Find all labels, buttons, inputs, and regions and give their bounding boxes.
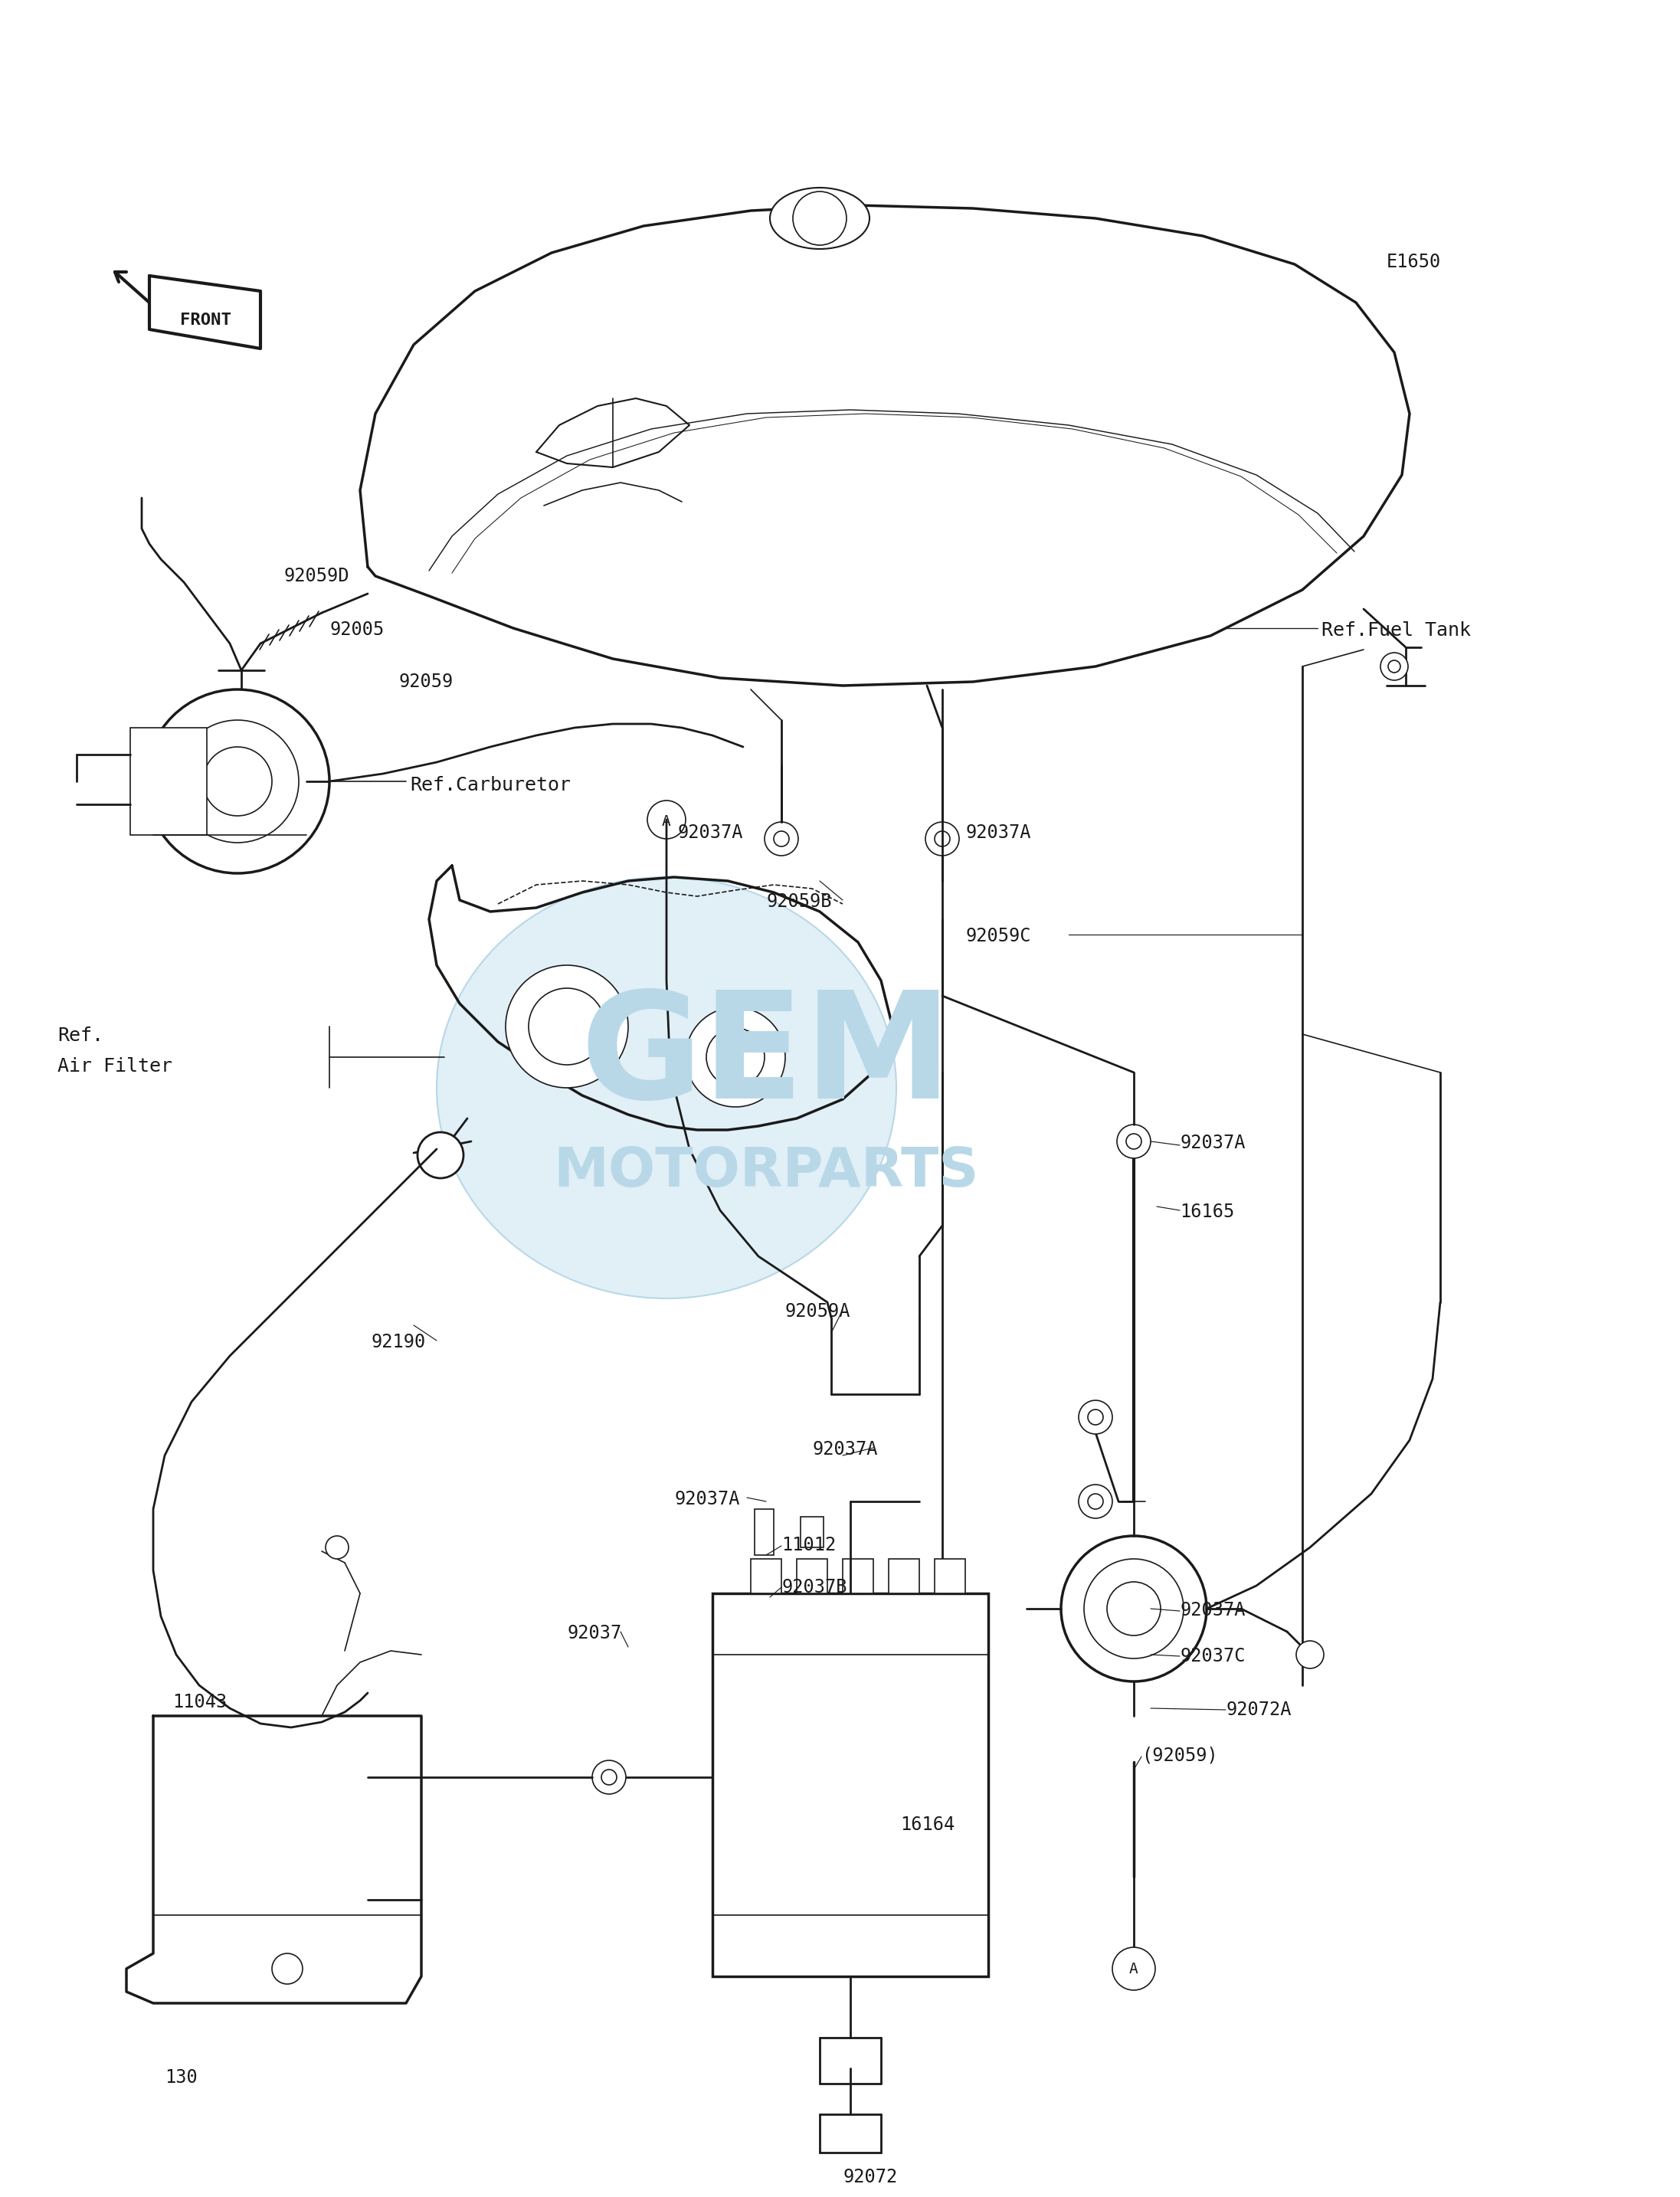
Text: 11012: 11012 [781, 1536, 837, 1553]
Text: 92059C: 92059C [966, 927, 1032, 945]
Circle shape [1112, 1947, 1156, 1990]
Circle shape [685, 1008, 785, 1107]
Text: 92072: 92072 [843, 2168, 897, 2186]
Circle shape [1089, 1410, 1104, 1426]
Text: Ref.: Ref. [57, 1026, 104, 1046]
Text: Ref.Carburetor: Ref.Carburetor [410, 776, 571, 795]
Text: Air Filter: Air Filter [57, 1057, 173, 1077]
Text: A: A [1129, 1962, 1139, 1977]
Circle shape [418, 1131, 464, 1178]
Circle shape [1297, 1641, 1324, 1668]
Text: 92037: 92037 [566, 1624, 622, 1643]
Circle shape [647, 800, 685, 839]
Text: 92059: 92059 [398, 672, 454, 692]
Circle shape [774, 830, 790, 846]
Bar [712, 1593, 988, 1977]
Bar [889, 1560, 919, 1593]
Circle shape [176, 721, 299, 844]
Text: 16164: 16164 [900, 1815, 954, 1834]
Text: 92037A: 92037A [674, 1490, 739, 1509]
Text: 92059A: 92059A [785, 1303, 850, 1320]
Circle shape [529, 989, 605, 1066]
Circle shape [1126, 1134, 1141, 1149]
Text: 92005: 92005 [329, 620, 385, 639]
Circle shape [591, 1760, 627, 1795]
Circle shape [706, 1028, 764, 1085]
Circle shape [1107, 1582, 1161, 1635]
Circle shape [146, 690, 329, 872]
Circle shape [506, 964, 628, 1088]
Text: 92037B: 92037B [781, 1577, 847, 1597]
Bar [843, 1560, 874, 1593]
Text: Ref.Fuel Tank: Ref.Fuel Tank [1322, 622, 1472, 639]
Text: 16165: 16165 [1179, 1202, 1235, 1222]
Circle shape [1062, 1536, 1206, 1681]
Text: 92037A: 92037A [1179, 1602, 1245, 1619]
Bar [796, 1560, 827, 1593]
Bar [754, 1509, 774, 1555]
Circle shape [1079, 1485, 1112, 1518]
Circle shape [934, 830, 949, 846]
Circle shape [1388, 661, 1401, 672]
Text: MOTORPARTS: MOTORPARTS [553, 1145, 979, 1200]
Ellipse shape [769, 187, 870, 248]
Bar [934, 1560, 966, 1593]
Text: 11043: 11043 [173, 1694, 227, 1711]
Text: 92072A: 92072A [1226, 1700, 1292, 1718]
Circle shape [1089, 1494, 1104, 1509]
Ellipse shape [437, 877, 897, 1298]
Text: 92037A: 92037A [811, 1441, 877, 1459]
Circle shape [272, 1953, 302, 1984]
Bar [801, 1516, 823, 1547]
Text: 92037A: 92037A [966, 824, 1032, 841]
Text: E1650: E1650 [1386, 253, 1441, 270]
Text: 92037C: 92037C [1179, 1648, 1245, 1665]
Circle shape [1084, 1560, 1184, 1659]
Circle shape [326, 1536, 348, 1560]
Bar [131, 727, 207, 835]
Text: A: A [662, 813, 670, 828]
Text: (92059): (92059) [1141, 1747, 1218, 1764]
Text: 92037A: 92037A [679, 824, 744, 841]
Circle shape [1079, 1399, 1112, 1435]
Text: 92037A: 92037A [1179, 1134, 1245, 1151]
Circle shape [764, 822, 798, 855]
Text: 92059B: 92059B [766, 892, 832, 912]
Circle shape [926, 822, 959, 855]
Circle shape [1117, 1125, 1151, 1158]
Text: 92059D: 92059D [284, 567, 349, 584]
Bar [751, 1560, 781, 1593]
Text: 92190: 92190 [371, 1334, 427, 1351]
Text: GEM: GEM [580, 984, 953, 1129]
Text: FRONT: FRONT [180, 312, 230, 327]
Text: 130: 130 [165, 2067, 198, 2087]
Circle shape [793, 191, 847, 246]
Circle shape [203, 747, 272, 815]
Circle shape [1381, 653, 1408, 681]
Circle shape [601, 1769, 617, 1784]
